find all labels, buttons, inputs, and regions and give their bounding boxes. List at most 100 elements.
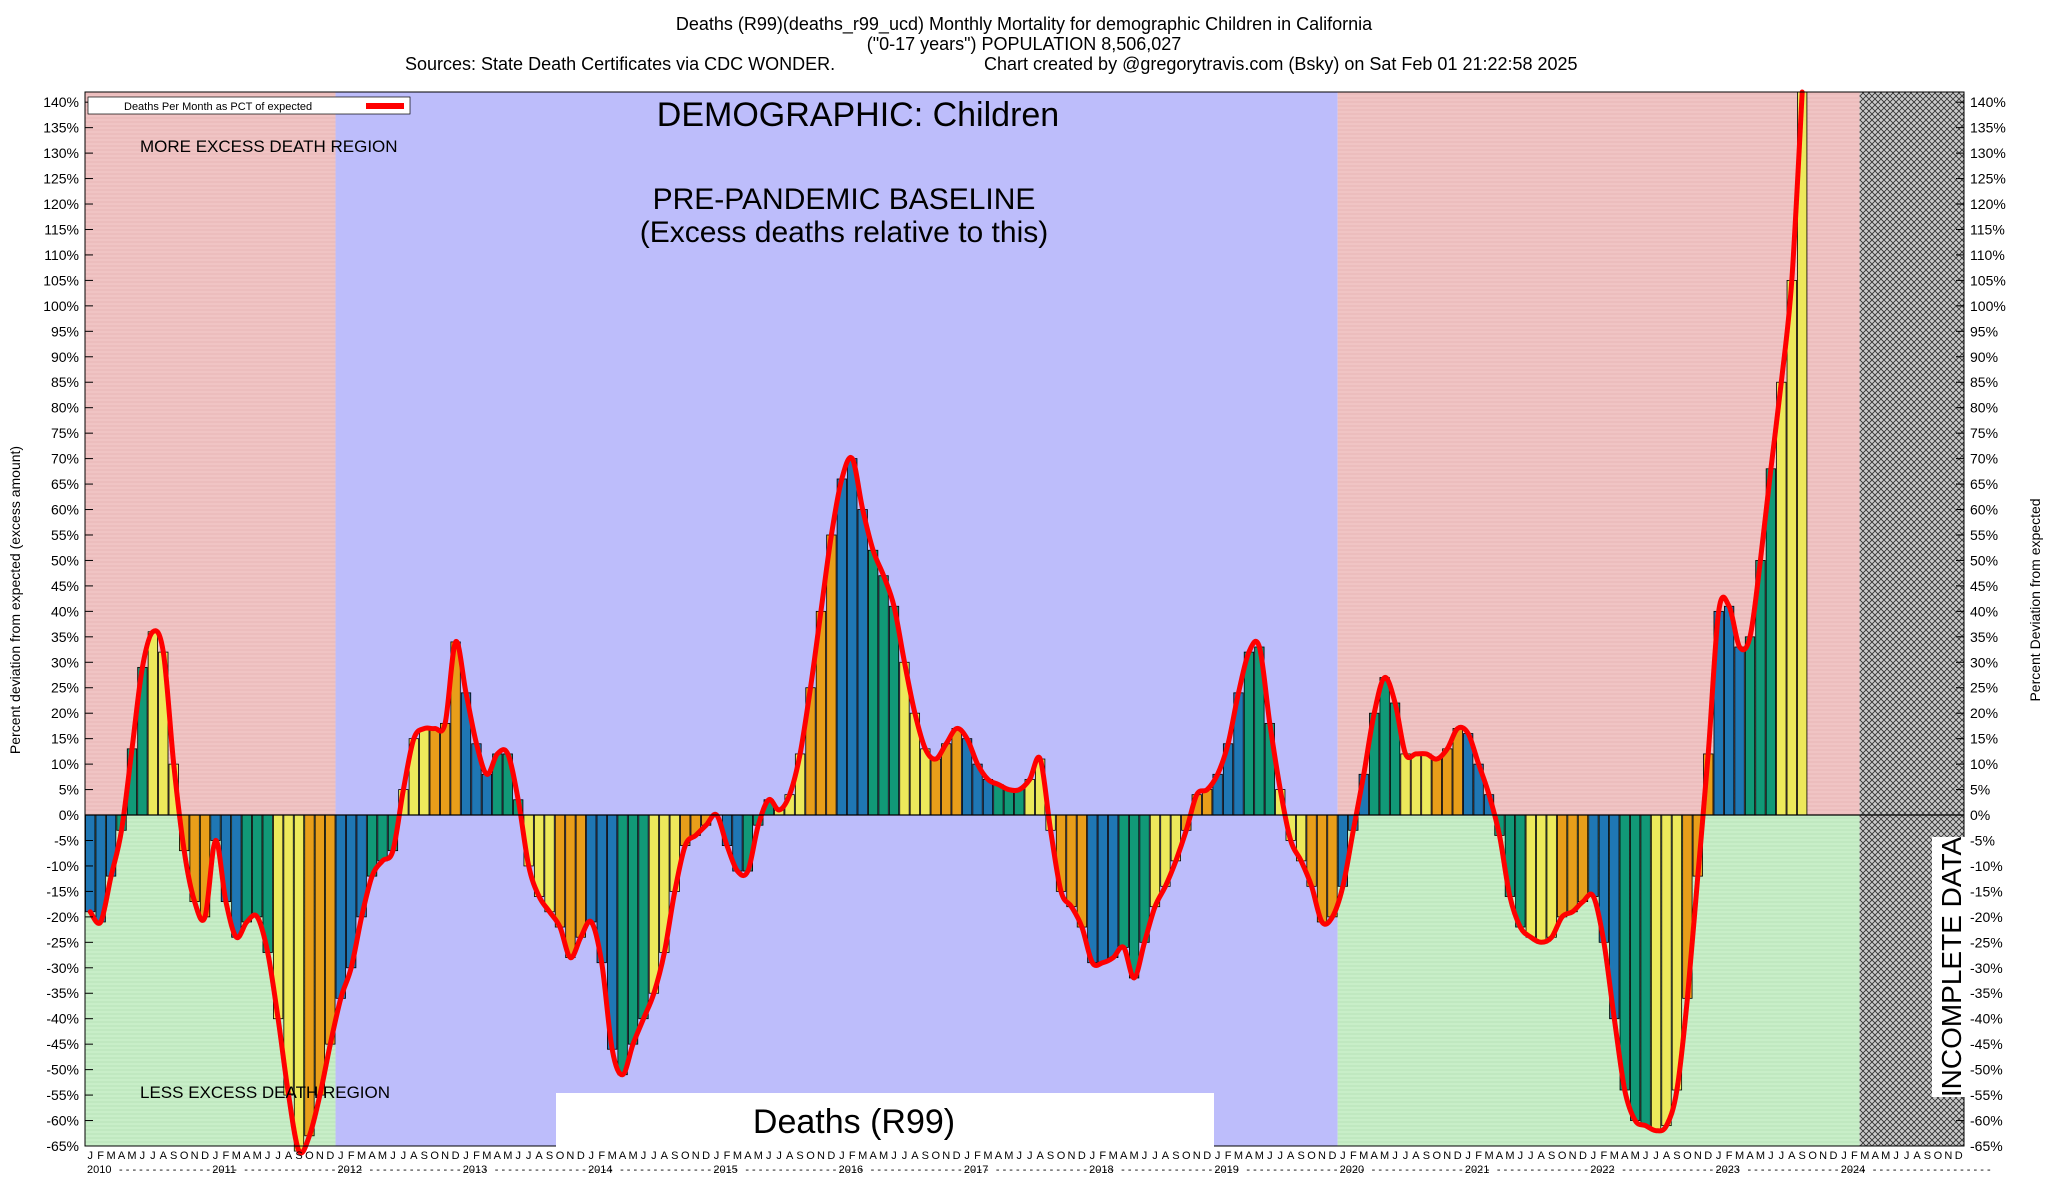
month-tick-label: M xyxy=(1735,1150,1744,1162)
bar-126 xyxy=(1400,753,1411,816)
month-tick-label: M xyxy=(983,1150,992,1162)
y-axis-title-left: Percent deviation from expected (excess … xyxy=(7,446,23,754)
month-tick-label: A xyxy=(744,1150,752,1162)
month-tick-label: S xyxy=(1423,1150,1430,1162)
y-tick-label-right: 95% xyxy=(1970,323,1998,339)
month-tick-label: F xyxy=(473,1150,480,1162)
bar-148 xyxy=(1630,814,1641,1121)
month-tick-label: J xyxy=(651,1150,657,1162)
year-tick-label: 2017 xyxy=(964,1164,988,1176)
month-tick-label: S xyxy=(295,1150,302,1162)
month-tick-label: J xyxy=(1465,1150,1471,1162)
bar-149 xyxy=(1640,814,1651,1127)
month-tick-label: S xyxy=(546,1150,553,1162)
month-tick-label: N xyxy=(1694,1150,1702,1162)
year-separator: - - - - - - - - - - - - - - - - - - xyxy=(1246,1164,1364,1176)
bar-48 xyxy=(586,814,597,923)
y-tick-label-right: 5% xyxy=(1970,782,1990,798)
month-tick-label: J xyxy=(1215,1150,1221,1162)
y-tick-label-left: 135% xyxy=(43,120,79,136)
y-tick-label-left: 75% xyxy=(51,425,79,441)
bar-77 xyxy=(888,605,900,816)
bar-47 xyxy=(575,814,586,938)
month-tick-label: M xyxy=(858,1150,867,1162)
month-tick-label: A xyxy=(1496,1150,1504,1162)
bar-150 xyxy=(1650,814,1662,1132)
month-tick-label: D xyxy=(452,1150,460,1162)
year-separator: - - - - - - - - - - - - - - - - - - xyxy=(1372,1164,1490,1176)
bar-131 xyxy=(1452,728,1463,816)
month-tick-label: D xyxy=(1830,1150,1838,1162)
month-tick-label: J xyxy=(1779,1150,1785,1162)
month-tick-label: M xyxy=(482,1150,491,1162)
year-separator: - - - - - - - - - - - - - - - - - - xyxy=(370,1164,488,1176)
month-tick-label: N xyxy=(817,1150,825,1162)
y-tick-label-right: -5% xyxy=(1970,832,1995,848)
y-tick-label-right: 45% xyxy=(1970,578,1998,594)
month-tick-label: S xyxy=(1673,1150,1680,1162)
month-tick-label: J xyxy=(401,1150,407,1162)
year-tick-label: 2014 xyxy=(588,1164,612,1176)
y-tick-label-right: -30% xyxy=(1970,960,2003,976)
y-tick-label-left: 85% xyxy=(51,374,79,390)
year-tick-label: 2016 xyxy=(839,1164,863,1176)
month-tick-label: J xyxy=(1518,1150,1524,1162)
more-excess-label: MORE EXCESS DEATH REGION xyxy=(140,137,398,156)
month-tick-label: O xyxy=(1307,1150,1316,1162)
series-line xyxy=(87,89,1805,1156)
month-tick-label: D xyxy=(201,1150,209,1162)
sources-note: Sources: State Death Certificates via CD… xyxy=(405,54,835,74)
month-tick-label: F xyxy=(974,1150,981,1162)
month-tick-label: O xyxy=(1057,1150,1066,1162)
month-tick-label: A xyxy=(118,1150,126,1162)
month-tick-label: M xyxy=(503,1150,512,1162)
bar-159 xyxy=(1744,636,1756,816)
bar-99 xyxy=(1118,814,1129,948)
y-tick-label-right: 110% xyxy=(1970,247,2005,263)
month-tick-label: N xyxy=(566,1150,574,1162)
month-tick-label: M xyxy=(1359,1150,1368,1162)
y-tick-label-left: 45% xyxy=(51,578,79,594)
month-tick-label: F xyxy=(724,1150,731,1162)
bar-102 xyxy=(1149,814,1161,908)
y-tick-label-left: -35% xyxy=(46,985,79,1001)
month-tick-label: A xyxy=(869,1150,877,1162)
month-tick-label: J xyxy=(1090,1150,1096,1162)
month-tick-label: M xyxy=(1610,1150,1619,1162)
month-tick-label: A xyxy=(494,1150,502,1162)
month-tick-label: S xyxy=(421,1150,428,1162)
month-tick-label: F xyxy=(1350,1150,1357,1162)
month-tick-label: J xyxy=(1591,1150,1597,1162)
month-tick-label: M xyxy=(1881,1150,1890,1162)
bar-100 xyxy=(1128,814,1140,979)
y-tick-label-left: 110% xyxy=(44,247,79,263)
bar-54 xyxy=(648,814,660,994)
y-tick-label-right: -25% xyxy=(1970,934,2003,950)
month-tick-label: D xyxy=(953,1150,961,1162)
y-tick-label-left: 5% xyxy=(59,782,79,798)
year-separator: - - - - - - - - - - - - - - - - - - xyxy=(1121,1164,1239,1176)
month-tick-label: N xyxy=(692,1150,700,1162)
gridlines-layer xyxy=(85,93,1860,1143)
month-tick-label: J xyxy=(515,1150,521,1162)
month-tick-label: O xyxy=(1433,1150,1442,1162)
month-tick-label: M xyxy=(1484,1150,1493,1162)
y-tick-label-right: -35% xyxy=(1970,985,2003,1001)
bar-24 xyxy=(335,814,346,999)
y-tick-label-right: 125% xyxy=(1970,171,2006,187)
month-tick-label: S xyxy=(1799,1150,1806,1162)
month-tick-label: M xyxy=(127,1150,136,1162)
bar-162 xyxy=(1776,381,1787,816)
bar-6 xyxy=(147,631,158,816)
bar-44 xyxy=(544,814,555,913)
y-tick-label-left: 120% xyxy=(43,196,79,212)
month-tick-label: J xyxy=(766,1150,772,1162)
month-tick-label: J xyxy=(1340,1150,1346,1162)
month-tick-label: F xyxy=(223,1150,230,1162)
bar-111 xyxy=(1243,651,1255,816)
baseline-label-line1: PRE-PANDEMIC BASELINE xyxy=(653,183,1036,216)
bar-157 xyxy=(1724,605,1735,816)
bar-23 xyxy=(325,814,336,1045)
y-tick-label-left: 15% xyxy=(51,731,79,747)
month-tick-label: J xyxy=(964,1150,970,1162)
